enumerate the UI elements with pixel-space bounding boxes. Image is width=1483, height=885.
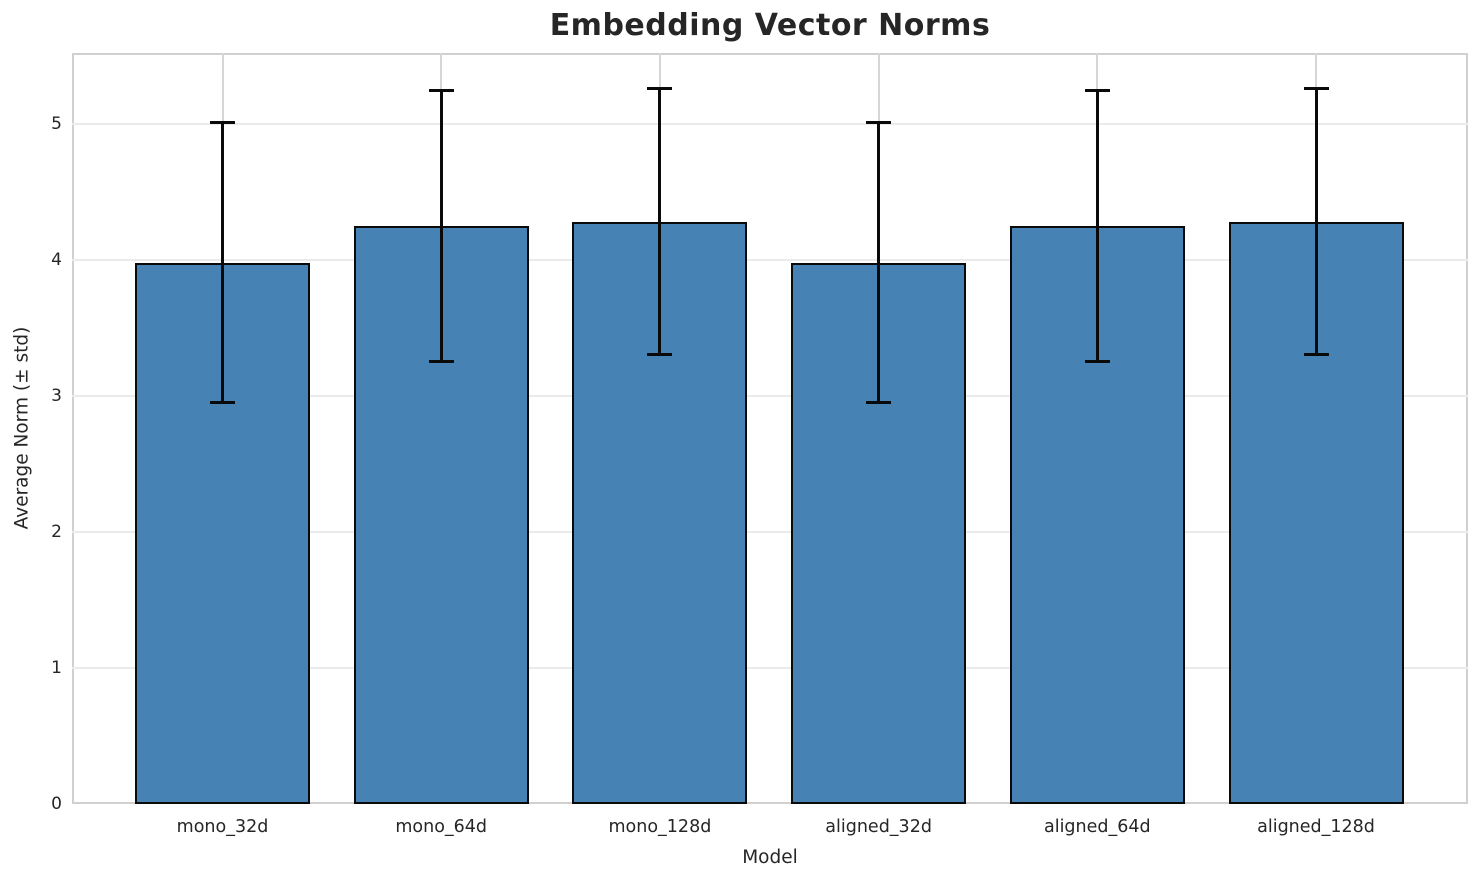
x-tick-label: mono_64d — [395, 817, 488, 837]
error-bar-line — [658, 88, 662, 356]
right-spine — [1466, 53, 1468, 804]
horizontal-gridline — [72, 258, 1468, 261]
x-tick-label: mono_128d — [608, 817, 712, 837]
plot-area — [72, 53, 1468, 804]
error-bar-cap-bottom — [866, 400, 892, 404]
y-tick-label: 4 — [51, 249, 62, 270]
horizontal-gridline — [72, 530, 1468, 533]
y-tick-label: 0 — [51, 794, 62, 814]
x-tick-label: aligned_64d — [1043, 817, 1151, 837]
y-tick-label: 2 — [51, 521, 62, 542]
error-bar-line — [877, 122, 881, 403]
x-tick-label: aligned_128d — [1257, 817, 1375, 837]
x-tick-label: aligned_32d — [825, 817, 932, 837]
error-bar-line — [1314, 88, 1318, 356]
x-axis-spine — [72, 802, 1468, 804]
error-bar-cap-bottom — [647, 353, 673, 357]
y-tick-label: 3 — [51, 385, 62, 406]
error-bar-line — [221, 122, 224, 403]
left-spine — [72, 53, 74, 804]
error-bar-cap-top — [1084, 88, 1110, 92]
error-bar-cap-top — [1303, 87, 1329, 91]
horizontal-gridline — [72, 394, 1468, 397]
y-tick-label: 5 — [51, 113, 62, 134]
error-bar-cap-bottom — [428, 359, 454, 363]
error-bar-cap-top — [647, 87, 673, 91]
error-bar-line — [1095, 89, 1099, 362]
bar — [1009, 225, 1185, 804]
x-axis-label: Model — [742, 847, 798, 868]
y-axis-label: Average Norm (± std) — [11, 326, 33, 530]
x-tick-label: mono_32d — [176, 817, 269, 837]
error-bar-cap-bottom — [1084, 359, 1110, 363]
error-bar-cap-bottom — [210, 400, 235, 404]
error-bar-cap-bottom — [1303, 353, 1329, 357]
top-spine — [72, 53, 1468, 55]
error-bar-cap-top — [866, 121, 892, 125]
error-bar-cap-top — [210, 121, 235, 125]
error-bar-line — [439, 89, 443, 362]
error-bar-cap-top — [428, 88, 454, 92]
y-tick-label: 1 — [51, 657, 62, 678]
chart-title: Embedding Vector Norms — [549, 8, 991, 43]
horizontal-gridline — [72, 666, 1468, 669]
horizontal-gridline — [72, 122, 1468, 125]
